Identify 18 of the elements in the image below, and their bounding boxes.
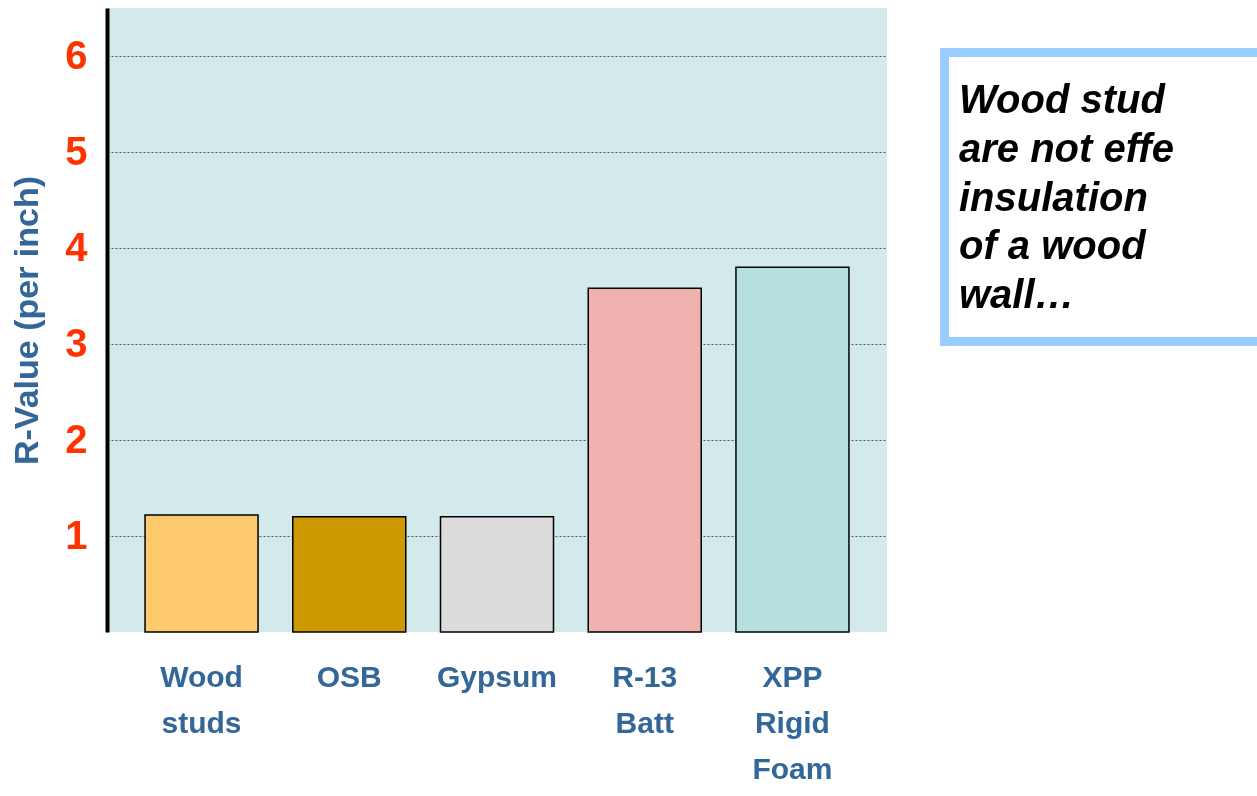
bar (144, 514, 259, 633)
y-axis-title: R-Value (per inch) (7, 175, 46, 466)
bar (735, 266, 850, 633)
y-tick-label: 3 (65, 320, 88, 365)
x-tick-label: Wood studs (160, 659, 243, 739)
bar (439, 516, 555, 633)
x-tick-label: R-13 Batt (612, 659, 678, 739)
y-tick-label: 6 (65, 32, 88, 77)
bar (587, 287, 702, 633)
bar (292, 516, 407, 633)
text: Wood stud are not effe insulation of a wood wall… (940, 48, 1257, 346)
y-tick-label: 1 (65, 512, 88, 557)
x-tick-label: OSB (316, 659, 382, 693)
x-tick-label: Gypsum (436, 659, 558, 693)
y-tick-label: 4 (65, 224, 89, 269)
y-tick-label: 2 (65, 416, 88, 461)
x-tick-label: XPP Rigid Foam (752, 659, 833, 785)
y-tick-label: 5 (65, 128, 88, 173)
